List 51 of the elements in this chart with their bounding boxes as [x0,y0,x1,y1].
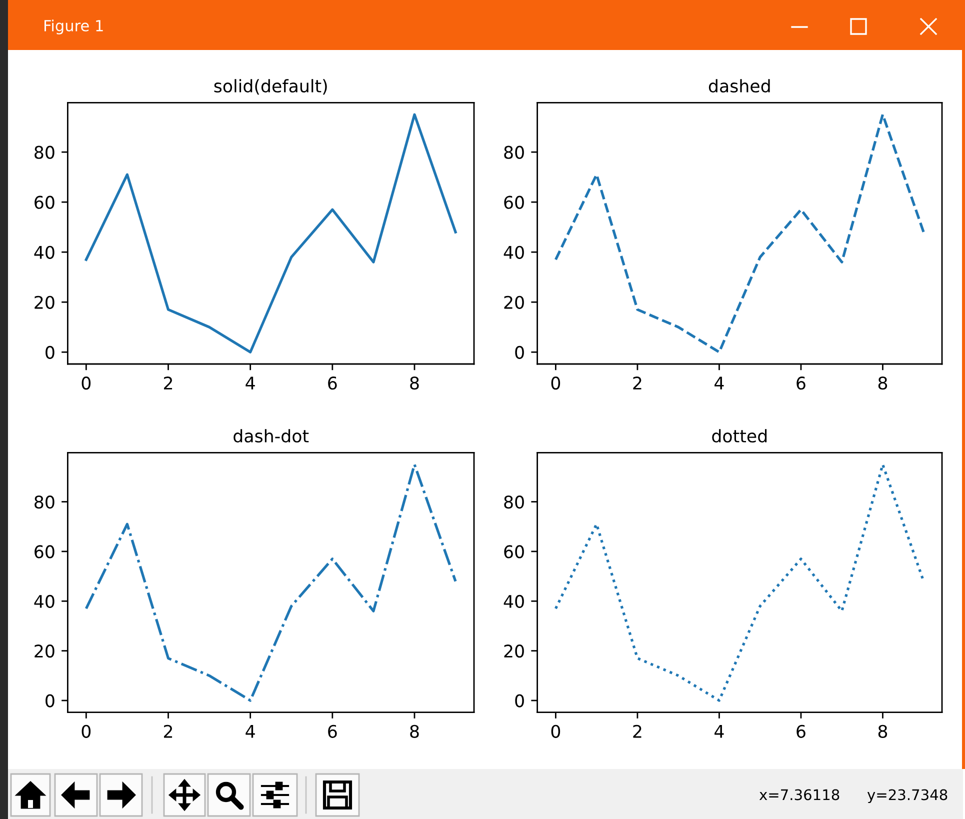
y-tick-label: 0 [46,694,54,708]
y-tick-label: 60 [504,545,524,558]
y-tick-label: 80 [504,146,524,159]
y-tick-label: 80 [504,495,524,509]
x-tick-label: 0 [551,376,560,390]
y-tick-label: 40 [504,246,524,259]
x-tick-label: 0 [82,724,91,738]
x-tick-label: 8 [878,724,888,738]
line-series [84,113,457,354]
line-series [554,463,925,702]
x-tick-label: 0 [82,376,91,390]
y-tick-label: 60 [34,545,54,558]
x-tick-label: 0 [551,724,560,738]
y-tick-label: 0 [46,346,54,359]
y-tick-label: 40 [504,594,524,608]
caption: Figure 1 [44,20,103,34]
text: y=23.7348 [867,789,948,804]
y-tick-label: 80 [34,495,54,509]
x-tick-label: 4 [246,376,255,390]
chart-title: dotted [712,429,767,443]
y-tick-label: 0 [515,694,524,708]
x-tick-label: 2 [164,724,172,738]
x-tick-label: 6 [796,376,806,390]
y-tick-label: 40 [34,594,54,608]
x-tick-label: 6 [328,724,337,738]
x-tick-label: 8 [410,724,419,738]
x-tick-label: 4 [714,725,724,738]
chart-title: solid(default) [214,79,327,95]
line-series [554,113,925,354]
x-tick-label: 2 [164,376,172,390]
y-tick-label: 60 [504,196,524,209]
chart-title: dash-dot [234,429,309,443]
x-tick-label: 8 [878,376,888,390]
y-tick-label: 40 [34,246,54,259]
x-tick-label: 6 [796,724,806,738]
x-tick-label: 4 [714,376,724,390]
x-tick-label: 6 [328,376,337,390]
y-tick-label: 20 [504,644,524,658]
y-tick-label: 20 [34,296,54,309]
x-tick-label: 8 [410,376,419,390]
y-tick-label: 20 [34,644,54,658]
x-tick-label: 2 [633,376,642,390]
y-tick-label: 0 [515,346,524,359]
text: x=7.36118 [759,789,840,800]
y-tick-label: 80 [34,146,54,159]
x-tick-label: 2 [633,724,642,738]
chart-title: dashed [708,79,770,93]
y-tick-label: 60 [34,196,54,209]
y-tick-label: 20 [504,296,524,309]
x-tick-label: 4 [246,725,255,738]
line-series [84,463,457,702]
